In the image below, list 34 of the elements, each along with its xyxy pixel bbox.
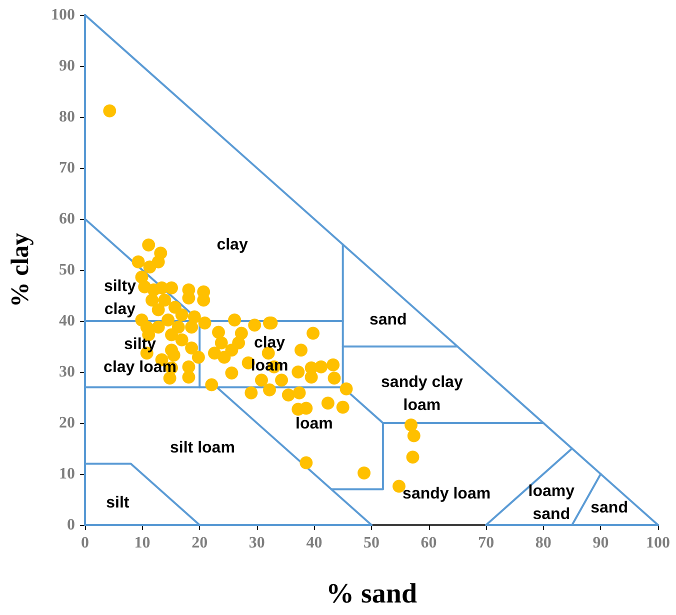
x-tick-label: 0 — [81, 534, 89, 552]
x-tick-label: 100 — [646, 534, 670, 552]
y-tick-label: 0 — [67, 516, 75, 534]
x-tick-label: 10 — [134, 534, 150, 552]
annotation: sandy loam — [402, 485, 491, 502]
annotation: silty clay — [104, 278, 136, 318]
x-axis-title: % sand — [326, 578, 418, 610]
y-tick-label: 80 — [59, 108, 75, 126]
y-tick-label: 60 — [59, 210, 75, 228]
annotation: sand — [369, 311, 407, 328]
y-tick-label: 50 — [59, 262, 75, 278]
y-tick-label: 90 — [59, 58, 75, 74]
annotation: loam — [296, 416, 333, 433]
x-tick-label: 40 — [306, 534, 322, 552]
y-tick-label: 70 — [59, 160, 75, 176]
annotation: silt — [106, 494, 130, 512]
y-tick-label: 30 — [59, 364, 75, 380]
x-tick-label: 60 — [420, 534, 437, 552]
annotation: sand — [590, 500, 628, 517]
x-tick-label: 50 — [364, 534, 380, 552]
x-tick-label: 80 — [535, 534, 552, 552]
y-tick-label: 20 — [59, 414, 75, 432]
x-tick-label: 90 — [592, 534, 609, 552]
annotation: clay — [216, 236, 248, 254]
y-tick-label: 40 — [59, 312, 75, 330]
x-tick-label: 70 — [478, 534, 494, 552]
y-tick-label: 100 — [51, 6, 75, 24]
annotation: loamy sand — [528, 483, 575, 524]
y-axis-title: % clay — [7, 232, 34, 308]
annotation: silt loam — [170, 439, 235, 456]
x-tick-label: 30 — [248, 534, 265, 552]
y-tick-label: 10 — [59, 466, 75, 482]
x-tick-label: 20 — [192, 534, 208, 552]
annotation: sandy clay loam — [381, 374, 463, 414]
